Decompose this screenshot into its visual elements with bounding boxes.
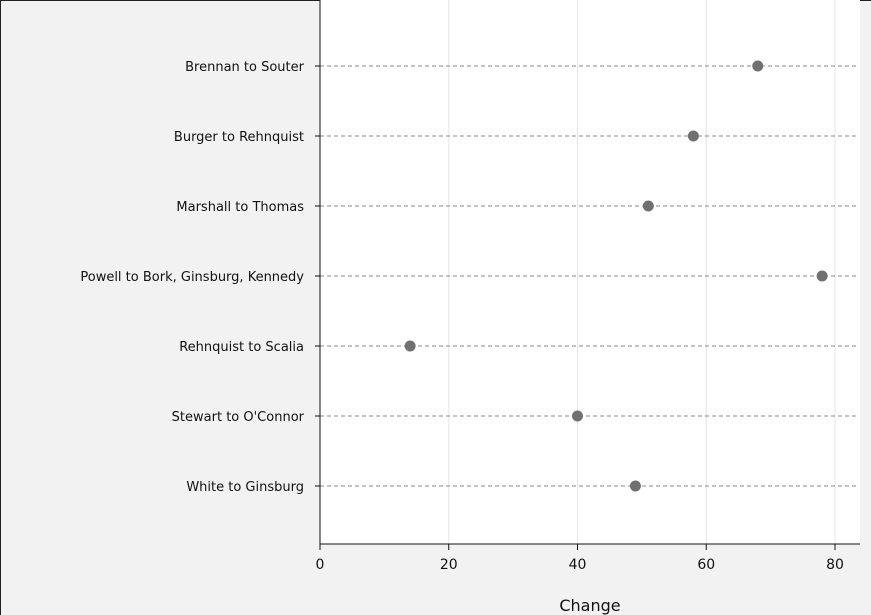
category-label-2: Marshall to Thomas [176,200,304,215]
data-point-5 [572,410,583,422]
category-label-0: Brennan to Souter [185,60,305,75]
x-axis-ticks: 0 20 40 60 80 [315,65,844,573]
x-tick-label-60: 60 [697,557,715,573]
category-label-5: Stewart to O'Connor [172,410,305,425]
category-label-3: Powell to Bork, Ginsburg, Kennedy [80,270,304,285]
data-point-4 [404,340,416,352]
grid-lines [448,0,836,544]
data-point-3 [816,270,828,282]
x-axis-title: Change [559,596,620,615]
category-label-1: Burger to Rehnquist [174,130,304,145]
plot-area [320,0,860,544]
category-labels: Brennan to Souter Burger to Rehnquist Mars… [80,60,304,495]
x-tick-label-20: 20 [440,557,458,573]
x-tick-label-40: 40 [569,557,587,573]
category-label-4: Rehnquist to Scalia [179,340,304,355]
x-tick-label-80: 80 [826,557,844,573]
category-label-6: White to Ginsburg [186,480,304,495]
category-guide-lines [320,65,856,487]
data-point-0 [752,60,764,72]
data-points [404,60,828,492]
data-point-2 [642,200,654,212]
data-point-6 [629,480,641,492]
data-point-1 [687,130,699,142]
x-tick-label-0: 0 [316,557,325,573]
